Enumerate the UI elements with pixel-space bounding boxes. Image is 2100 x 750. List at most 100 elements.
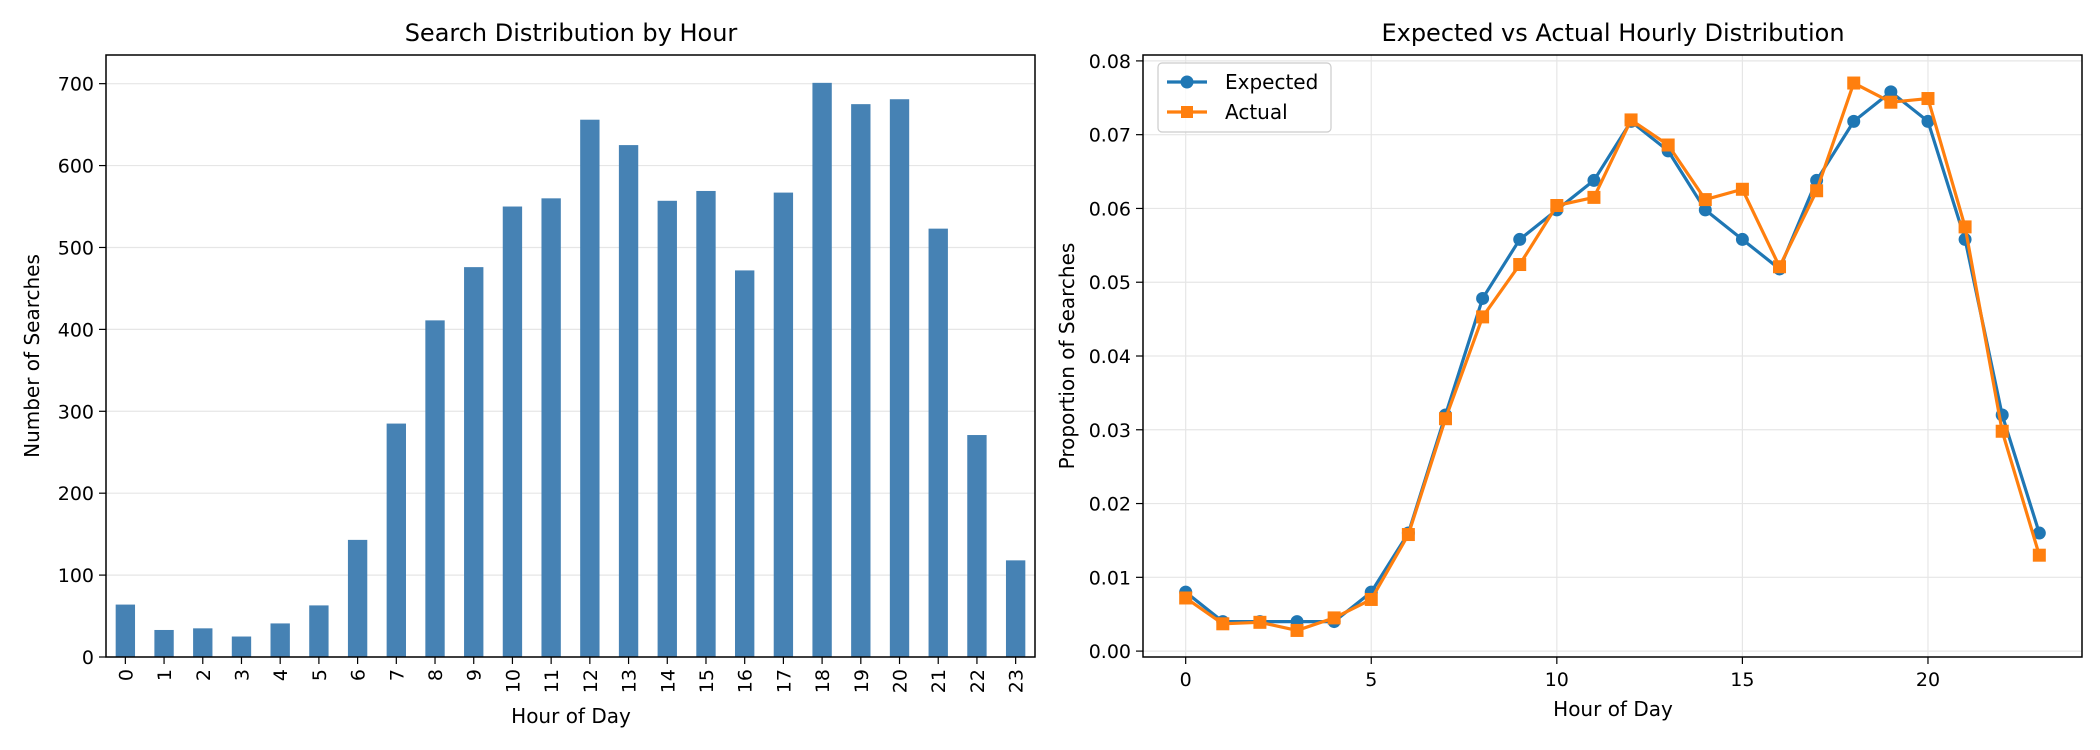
data-point bbox=[1773, 260, 1787, 274]
bar bbox=[580, 119, 600, 657]
x-tick-label: 4 bbox=[270, 669, 292, 681]
bar bbox=[541, 198, 561, 658]
x-tick-label: 5 bbox=[309, 669, 331, 681]
data-point bbox=[1476, 310, 1490, 324]
data-point bbox=[1735, 182, 1749, 196]
data-point bbox=[1735, 232, 1749, 246]
plot-frame bbox=[105, 54, 1036, 658]
series-line bbox=[1184, 90, 2041, 624]
bar bbox=[889, 99, 910, 657]
y-tick-label: 400 bbox=[58, 319, 94, 341]
bar bbox=[309, 605, 329, 657]
y-tick-label: 0.06 bbox=[1089, 198, 1131, 220]
bar bbox=[425, 320, 445, 657]
x-tick-label: 20 bbox=[1916, 669, 1940, 691]
legend-marker-actual bbox=[1181, 106, 1193, 118]
series-actual bbox=[1179, 76, 2046, 637]
bar bbox=[696, 190, 716, 657]
bar bbox=[657, 200, 677, 658]
x-tick-label: 8 bbox=[425, 669, 447, 681]
chart-title: Expected vs Actual Hourly Distribution bbox=[1381, 19, 1844, 47]
x-tick-label: 23 bbox=[1006, 669, 1028, 693]
bar bbox=[851, 104, 871, 657]
x-tick-label: 15 bbox=[696, 669, 718, 693]
x-tick-label: 10 bbox=[1545, 669, 1569, 691]
data-point bbox=[1921, 114, 1935, 128]
data-point bbox=[1587, 190, 1601, 204]
data-point bbox=[1216, 617, 1230, 631]
bar bbox=[115, 604, 136, 657]
y-tick-label: 0.04 bbox=[1089, 346, 1131, 368]
x-tick-label: 16 bbox=[735, 669, 757, 693]
legend-marker-expected bbox=[1180, 75, 1194, 89]
y-tick-label: 0.03 bbox=[1089, 420, 1131, 442]
y-axis-label: Proportion of Searches bbox=[1055, 243, 1079, 470]
data-point bbox=[1698, 203, 1712, 217]
bar bbox=[386, 423, 406, 657]
x-tick-label: 7 bbox=[386, 669, 408, 681]
data-point bbox=[1364, 592, 1378, 606]
x-tick-label: 20 bbox=[890, 669, 912, 693]
bar bbox=[812, 82, 832, 658]
x-tick-label: 18 bbox=[812, 669, 834, 693]
bar bbox=[464, 267, 484, 657]
data-point bbox=[1253, 615, 1267, 629]
data-point bbox=[1847, 114, 1861, 128]
x-tick-label: 17 bbox=[773, 669, 795, 693]
x-axis-label: Hour of Day bbox=[511, 704, 631, 728]
x-tick-label: 22 bbox=[967, 669, 989, 693]
y-tick-label: 0 bbox=[82, 647, 94, 669]
x-tick-label: 14 bbox=[657, 669, 679, 693]
data-point bbox=[2032, 526, 2046, 540]
bar bbox=[193, 628, 213, 657]
bar bbox=[270, 623, 290, 657]
data-point bbox=[1587, 173, 1601, 187]
bar bbox=[154, 629, 174, 657]
y-tick-label: 700 bbox=[58, 74, 94, 96]
data-point bbox=[1438, 412, 1452, 426]
legend-label-expected: Expected bbox=[1225, 70, 1318, 94]
data-point bbox=[1476, 291, 1490, 305]
bar bbox=[502, 206, 523, 657]
data-point bbox=[1401, 528, 1415, 542]
x-tick-label: 15 bbox=[1730, 669, 1754, 691]
y-tick-label: 0.00 bbox=[1089, 641, 1131, 663]
x-tick-label: 0 bbox=[115, 669, 137, 681]
y-tick-label: 0.08 bbox=[1089, 51, 1131, 73]
line-chart: Expected vs Actual Hourly Distribution 0… bbox=[1055, 19, 2083, 721]
data-point bbox=[1290, 623, 1304, 637]
bar bbox=[735, 270, 755, 657]
y-tick-label: 0.07 bbox=[1089, 125, 1131, 147]
bar bbox=[773, 192, 794, 657]
data-point bbox=[2032, 548, 2046, 562]
data-point bbox=[1698, 193, 1712, 207]
x-tick-label: 2 bbox=[193, 669, 215, 681]
data-point bbox=[1513, 258, 1527, 272]
x-tick-label: 9 bbox=[464, 669, 486, 681]
x-tick-label: 5 bbox=[1365, 669, 1377, 691]
bar-chart: Search Distribution by Hour 010020030040… bbox=[20, 19, 1036, 728]
x-tick-label: 13 bbox=[619, 669, 641, 693]
bar bbox=[967, 435, 987, 657]
bar bbox=[928, 228, 948, 657]
x-tick-label: 10 bbox=[502, 669, 524, 693]
series-expected bbox=[1179, 85, 2046, 629]
y-tick-label: 500 bbox=[58, 237, 94, 259]
data-point bbox=[1921, 92, 1935, 106]
x-tick-label: 19 bbox=[851, 669, 873, 693]
bar bbox=[618, 145, 639, 657]
legend-label-actual: Actual bbox=[1225, 100, 1288, 124]
series-line bbox=[1184, 81, 2041, 633]
y-tick-label: 200 bbox=[58, 483, 94, 505]
data-point bbox=[1661, 138, 1675, 152]
data-point bbox=[1995, 424, 2009, 438]
y-tick-label: 0.05 bbox=[1089, 272, 1131, 294]
data-point bbox=[1884, 85, 1898, 99]
x-axis-label: Hour of Day bbox=[1553, 697, 1673, 721]
x-tick-label: 0 bbox=[1180, 669, 1192, 691]
data-point bbox=[1624, 113, 1638, 127]
data-point bbox=[1513, 232, 1527, 246]
data-point bbox=[1884, 95, 1898, 109]
y-tick-label: 600 bbox=[58, 156, 94, 178]
